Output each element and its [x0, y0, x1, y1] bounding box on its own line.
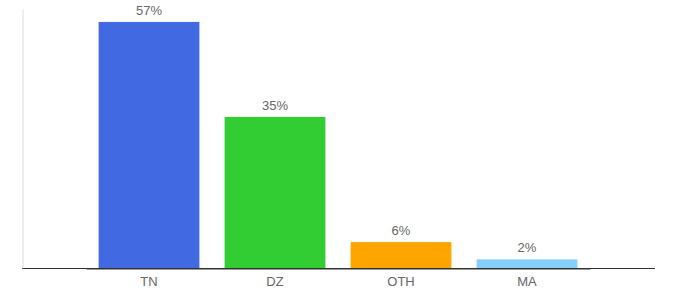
x-axis-line	[87, 269, 591, 270]
x-tick: MA	[517, 269, 537, 289]
x-axis: TN DZ OTH MA	[87, 269, 591, 289]
data-label: 6%	[392, 223, 411, 238]
bar	[477, 259, 578, 268]
baseline	[22, 268, 655, 269]
data-labels: 57% 35% 6% 2%	[136, 3, 537, 255]
x-tick-label: TN	[140, 274, 157, 289]
chart: 57% 35% 6% 2% TN DZ OTH MA	[0, 0, 680, 300]
y-axis	[23, 10, 24, 269]
data-label: 35%	[262, 98, 288, 113]
x-tick-label: OTH	[387, 274, 414, 289]
bar	[351, 242, 452, 268]
y-axis-line	[23, 10, 24, 269]
x-tick: TN	[140, 269, 157, 289]
bar	[99, 22, 200, 268]
data-label: 57%	[136, 3, 162, 18]
bar	[225, 117, 326, 268]
x-tick-label: MA	[517, 274, 537, 289]
x-tick: DZ	[266, 269, 283, 289]
data-label: 2%	[518, 240, 537, 255]
x-tick-label: DZ	[266, 274, 283, 289]
x-tick: OTH	[387, 269, 414, 289]
bars	[99, 22, 578, 268]
